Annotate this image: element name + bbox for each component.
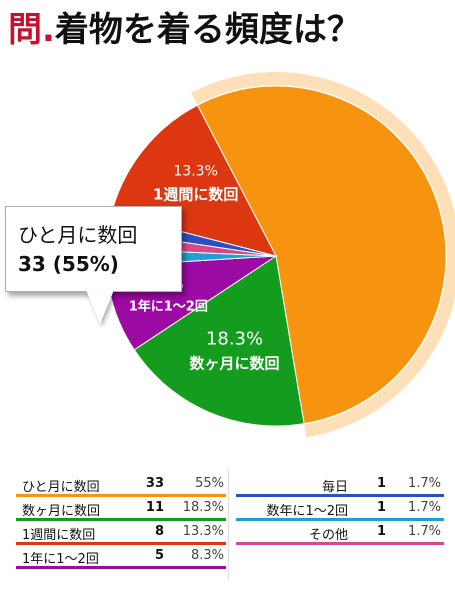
callout-label: ひと月に数回 [18,223,138,247]
legend-color-bar [236,494,444,497]
legend-color-bar [236,542,444,545]
legend-count: 1 [376,500,386,515]
legend-label: 1週間に数回 [22,528,96,543]
legend-percent: 1.7% [407,500,441,515]
legend-count: 5 [154,548,164,563]
slice-name-label-6: 1週間に数回 [153,186,238,204]
legend-percent: 55% [195,476,224,491]
title-text: 着物を着る頻度は？ [54,10,361,50]
legend-row: 1週間に数回 8 13.3% [16,521,226,545]
legend-row: ひと月に数回 33 55% [16,473,226,497]
legend-percent: 1.7% [407,524,441,539]
legend-label: 数ヶ月に数回 [22,504,101,519]
slice-name-label-2: 1年に1〜2回 [129,299,208,315]
legend-color-bar [236,518,444,521]
legend-row: 毎日 1 1.7% [236,473,446,497]
legend-color-bar [16,494,226,497]
legend-color-bar [16,542,226,545]
tooltip-callout: ひと月に数回 33 (55%) [5,206,182,292]
title-prefix: 問. [8,10,55,50]
legend-divider [228,470,229,580]
legend-color-bar [16,566,226,569]
legend-percent: 1.7% [407,476,441,491]
legend-row: 1年に1〜2回 5 8.3% [16,545,226,569]
pie-slice-1[interactable] [133,255,305,427]
legend-row: 数年に1〜2回 1 1.7% [236,497,446,521]
legend-count: 33 [145,476,164,491]
legend-count: 11 [145,500,164,515]
legend-color-bar [16,518,226,521]
legend-count: 1 [376,476,386,491]
legend-row: 数ヶ月に数回 11 18.3% [16,497,226,521]
legend-count: 8 [154,524,164,539]
slice-pct-label-6: 13.3% [173,164,217,180]
page-title: 問.着物を着る頻度は？ [8,8,361,52]
pie-slice-0[interactable] [196,85,447,425]
legend-label: 1年に1〜2回 [22,552,99,567]
legend-label: 数年に1〜2回 [266,504,348,519]
callout-value: 33 (55%) [18,252,119,276]
slice-pct-label-1: 18.3% [206,328,263,349]
legend-percent: 18.3% [182,500,224,515]
legend-count: 1 [376,524,386,539]
legend-percent: 13.3% [182,524,224,539]
legend-label: 毎日 [321,480,348,495]
slice-name-label-1: 数ヶ月に数回 [190,354,280,372]
legend-label: その他 [308,528,348,543]
callout-tail [86,290,114,324]
legend-percent: 8.3% [190,548,224,563]
legend-label: ひと月に数回 [22,480,100,495]
legend-row: その他 1 1.7% [236,521,446,545]
